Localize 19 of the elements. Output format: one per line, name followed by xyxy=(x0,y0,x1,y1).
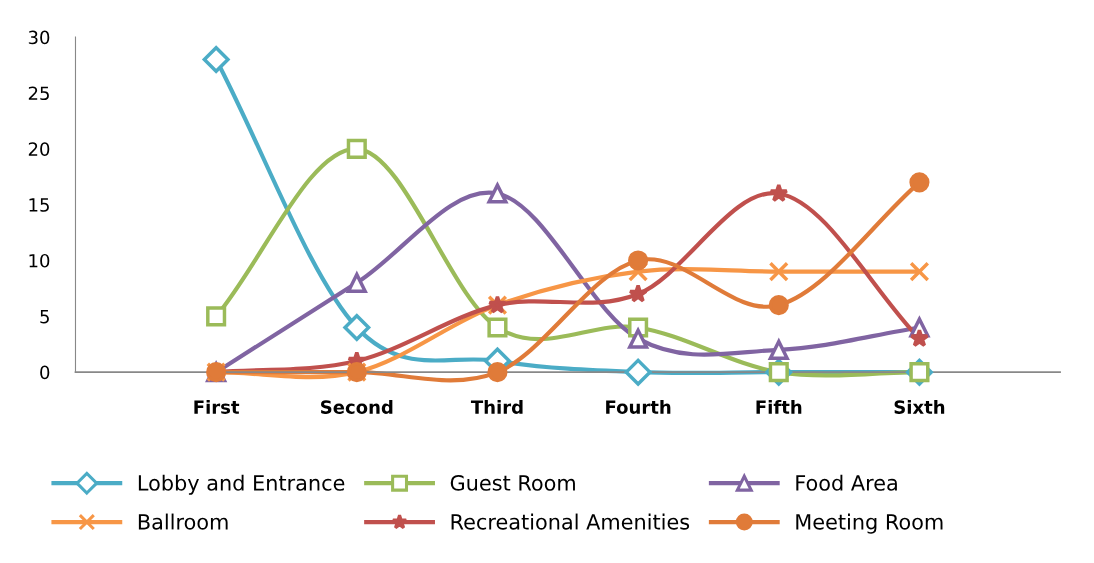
x-tick-label: Fourth xyxy=(606,399,671,414)
legend-label: Lobby and Entrance xyxy=(138,474,345,495)
x-tick-label: First xyxy=(194,399,240,414)
legend-label: Ballroom xyxy=(138,513,228,530)
y-tick-label: 30 xyxy=(28,30,50,45)
y-tick-label: 0 xyxy=(40,365,50,380)
x-tick-label: Second xyxy=(321,399,393,414)
x-tick-label: Third xyxy=(470,399,523,414)
legend-label: Food Area xyxy=(796,474,897,491)
x-tick-label: Fifth xyxy=(756,399,802,414)
y-tick-label: 10 xyxy=(29,253,50,268)
x-tick-label: Sixth xyxy=(894,399,945,414)
y-tick-label: 5 xyxy=(40,310,49,324)
y-tick-label: 15 xyxy=(29,198,49,212)
y-tick-label: 20 xyxy=(28,142,50,156)
legend-label: Guest Room xyxy=(450,475,575,491)
legend-label: Recreational Amenities xyxy=(451,513,690,530)
legend-label: Meeting Room xyxy=(796,513,943,534)
y-tick-label: 25 xyxy=(28,86,49,101)
